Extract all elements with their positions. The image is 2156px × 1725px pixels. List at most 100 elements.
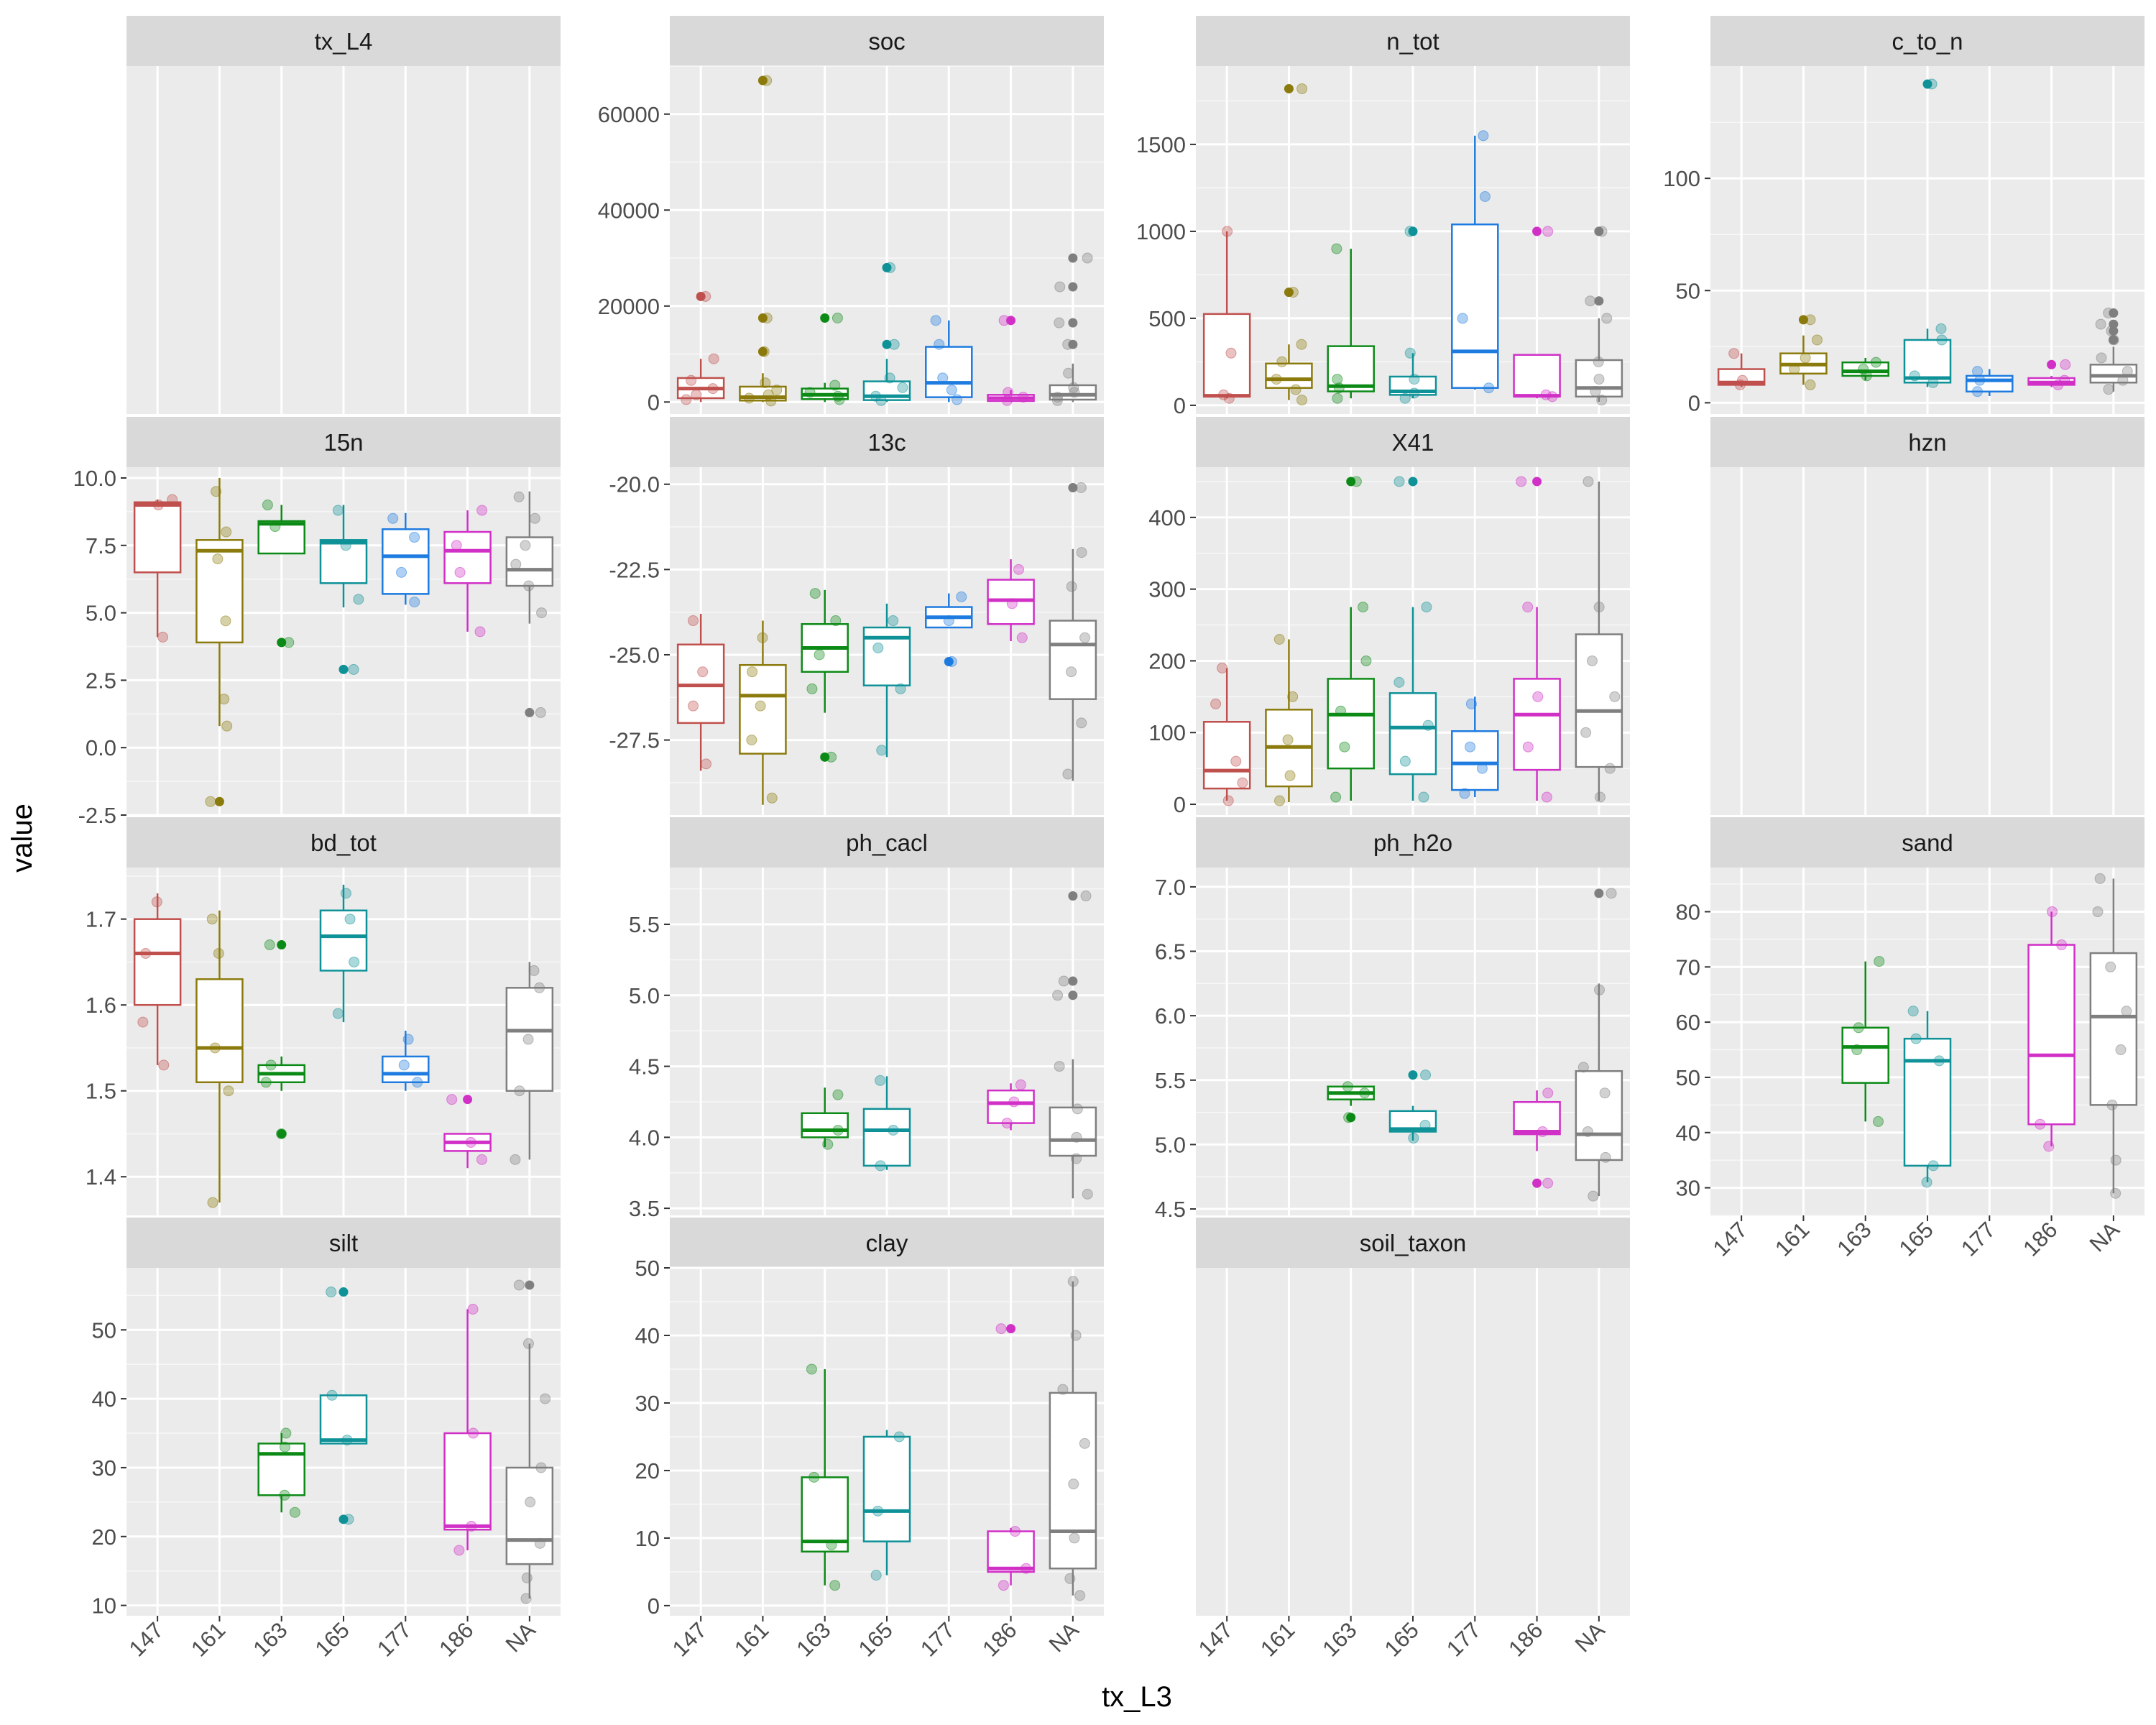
x-tick-label: 147 <box>668 1617 711 1661</box>
facet-clay: clay 0 10 20 30 40 50 147 161 163 165 177 186 NA <box>635 1218 1104 1662</box>
jitter-point <box>1015 1079 1026 1090</box>
box-165 <box>862 262 911 406</box>
box-iqr <box>443 1432 492 1531</box>
x-tick-label: 147 <box>124 1617 168 1661</box>
jitter-point <box>2043 1141 2055 1152</box>
facet-strip <box>1196 817 1630 868</box>
jitter-point <box>344 914 356 925</box>
y-tick-label: 4.0 <box>629 1125 660 1150</box>
jitter-point <box>534 1537 545 1549</box>
jitter-point <box>1013 564 1025 575</box>
jitter-point <box>872 642 884 653</box>
box-165 <box>1903 78 1952 388</box>
box-iqr <box>382 528 430 595</box>
outlier-point <box>820 313 830 323</box>
facet-strip <box>126 417 561 467</box>
jitter-point <box>283 637 295 648</box>
facet-strip <box>670 16 1104 66</box>
x-tick-label: 186 <box>434 1617 478 1661</box>
x-axis-title: tx_L3 <box>1102 1681 1172 1713</box>
jitter-point <box>280 1427 292 1439</box>
y-tick-label: 30 <box>92 1455 116 1481</box>
box-165 <box>319 505 368 675</box>
box-iqr <box>801 1112 849 1138</box>
jitter-point <box>1079 632 1091 643</box>
jitter-point <box>1606 888 1617 899</box>
jitter-point <box>1342 1081 1353 1092</box>
y-tick-label: 1000 <box>1136 219 1186 244</box>
y-tick-label: 40000 <box>598 198 660 223</box>
box-iqr <box>1513 354 1561 398</box>
box-165 <box>1388 1070 1437 1144</box>
box-NA <box>1575 888 1623 1202</box>
outlier-point <box>277 638 287 648</box>
box-iqr <box>1451 223 1499 389</box>
box-iqr <box>443 530 492 584</box>
jitter-point <box>1599 1087 1611 1099</box>
outlier-point <box>277 1128 287 1138</box>
jitter-point <box>885 262 896 273</box>
jitter-point <box>2110 1187 2122 1199</box>
y-tick-label: 50 <box>92 1317 116 1343</box>
box-iqr <box>1513 678 1561 771</box>
box-iqr <box>1049 1392 1097 1570</box>
facet-grid: tx_L4 soc0200004000060000n_tot05001000150… <box>73 16 2145 1662</box>
jitter-point <box>1926 78 1938 90</box>
x-tick-label: NA <box>501 1617 540 1657</box>
jitter-point <box>534 982 545 993</box>
y-tick-label: 200 <box>1148 648 1186 673</box>
x-tick-label: 177 <box>916 1617 959 1661</box>
jitter-point <box>1287 691 1299 702</box>
x-tick-label: 165 <box>1894 1217 1938 1261</box>
outlier-point <box>1068 253 1078 263</box>
jitter-point <box>829 380 841 391</box>
jitter-point <box>536 607 548 619</box>
jitter-point <box>700 758 711 770</box>
jitter-point <box>522 1338 534 1349</box>
box-iqr <box>505 536 554 587</box>
jitter-point <box>343 1514 354 1525</box>
box-NA <box>505 1279 554 1604</box>
jitter-point <box>2053 379 2064 390</box>
box-iqr <box>1049 1106 1097 1157</box>
jitter-point <box>1542 1087 1554 1099</box>
jitter-point <box>409 532 420 543</box>
jitter-point <box>341 1435 353 1446</box>
jitter-point <box>875 1160 886 1172</box>
x-tick-label: 177 <box>1442 1617 1485 1661</box>
jitter-point <box>888 339 900 350</box>
box-iqr <box>505 987 554 1092</box>
jitter-point <box>1935 323 1947 334</box>
jitter-point <box>2110 1154 2122 1166</box>
facet-n_tot: n_tot 0 500 1000 1500 <box>1136 16 1630 418</box>
jitter-point <box>761 312 773 323</box>
box-iqr <box>862 1435 911 1542</box>
box-iqr <box>319 909 368 972</box>
jitter-point <box>520 1593 532 1604</box>
jitter-point <box>2105 961 2116 972</box>
jitter-point <box>826 1539 837 1550</box>
jitter-point <box>1476 763 1488 774</box>
outlier-point <box>1532 226 1542 236</box>
y-tick-label: 0 <box>1174 393 1186 418</box>
jitter-point <box>1399 392 1411 404</box>
jitter-point <box>1547 391 1558 402</box>
y-tick-label: 6.5 <box>1155 939 1186 965</box>
box-161 <box>195 910 244 1208</box>
jitter-point <box>1936 334 1948 346</box>
jitter-point <box>1296 395 1308 406</box>
jitter-point <box>2092 906 2104 917</box>
jitter-point <box>1282 734 1294 745</box>
jitter-point <box>1927 1160 1939 1172</box>
jitter-point <box>1593 602 1605 613</box>
y-tick-label: 100 <box>1663 166 1700 191</box>
y-axis-title: value <box>6 804 38 873</box>
jitter-point <box>529 512 540 524</box>
jitter-point <box>206 914 218 925</box>
x-tick-label: NA <box>2085 1217 2124 1256</box>
box-161 <box>739 75 787 407</box>
facet-15n: 15n -2.5 0.0 2.5 5.0 7.5 10.0 <box>73 417 561 828</box>
jitter-point <box>446 1094 458 1105</box>
jitter-point <box>221 526 232 538</box>
x-tick-label: 161 <box>1770 1217 1814 1261</box>
